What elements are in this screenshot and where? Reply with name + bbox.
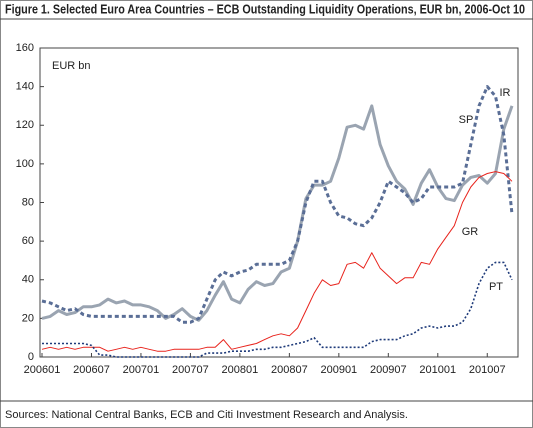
x-tick-label: 200601 [24, 364, 61, 376]
series-label: IR [500, 87, 511, 99]
series-line [42, 261, 513, 358]
x-tick-label: 201001 [419, 364, 456, 376]
source: Sources: National Central Banks, ECB and… [5, 409, 408, 421]
y-axis-label: EUR bn [52, 60, 91, 72]
x-tick-label: 201007 [469, 364, 506, 376]
series-line [41, 171, 513, 352]
series-line [41, 85, 514, 324]
x-tick-label: 200707 [172, 364, 209, 376]
y-tick-label: 100 [16, 158, 34, 170]
x-tick-label: 200701 [123, 364, 160, 376]
y-tick-label: 0 [28, 351, 34, 363]
y-tick-label: 60 [22, 235, 34, 247]
y-tick-label: 40 [22, 274, 34, 286]
y-tick-label: 80 [22, 196, 34, 208]
series-line [41, 104, 514, 322]
x-tick-label: 200901 [320, 364, 357, 376]
series-label: SP [459, 114, 474, 126]
series-label: GR [462, 226, 479, 238]
y-tick-label: 120 [16, 119, 34, 131]
chart-title: Figure 1. Selected Euro Area Countries –… [5, 2, 525, 16]
series-label: PT [489, 281, 503, 293]
y-tick-label: 160 [16, 42, 34, 54]
x-tick-label: 200607 [73, 364, 110, 376]
y-tick-label: 140 [16, 81, 34, 93]
x-tick-label: 200801 [222, 364, 259, 376]
x-tick-label: 200907 [370, 364, 407, 376]
y-tick-label: 20 [22, 312, 34, 324]
x-tick-label: 200807 [271, 364, 308, 376]
